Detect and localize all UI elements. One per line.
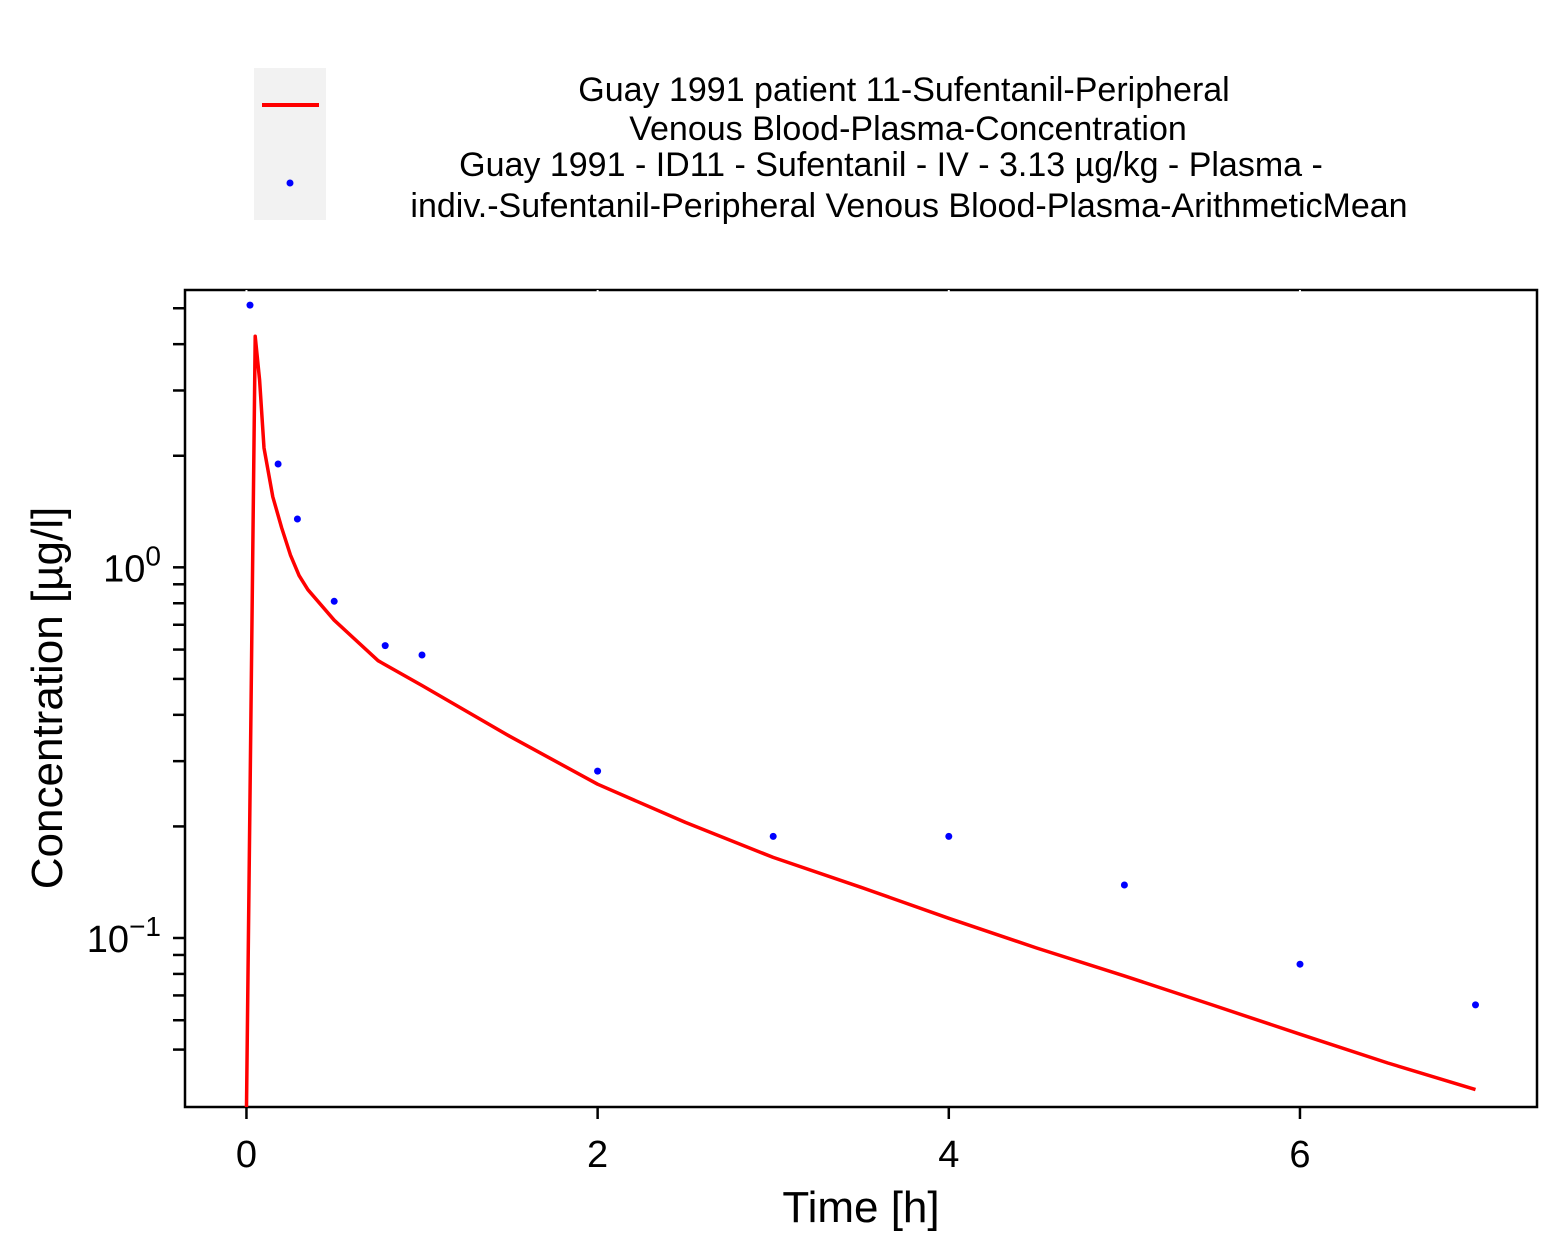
legend: Guay 1991 patient 11-Sufentanil-Peripher… <box>254 68 1408 225</box>
observed-data-point <box>594 767 602 775</box>
x-tick-label: 2 <box>587 1134 608 1176</box>
series-points <box>246 301 1479 1009</box>
y-tick-label: 10−1 <box>87 911 161 961</box>
legend-point-key <box>286 179 294 187</box>
y-tick-label: 100 <box>103 540 161 590</box>
legend-series-1-line-1: Guay 1991 patient 11-Sufentanil-Peripher… <box>578 71 1229 109</box>
x-axis-ticks: 0 2 4 6 <box>236 290 1311 1176</box>
observed-data-point <box>246 301 254 309</box>
y-axis-ticks: 10−1 100 <box>87 306 185 1051</box>
legend-series-2-line-2: indiv.-Sufentanil-Peripheral Venous Bloo… <box>410 187 1407 225</box>
legend-key-box <box>254 68 326 220</box>
observed-data-point <box>1296 960 1304 968</box>
observed-data-point <box>330 597 338 605</box>
observed-data-point <box>1472 1001 1479 1009</box>
observed-data-point <box>274 460 282 468</box>
observed-data-point <box>945 832 953 840</box>
x-tick-label: 6 <box>1289 1134 1310 1176</box>
observed-data-point <box>769 832 777 840</box>
series-line <box>244 334 1477 1108</box>
legend-series-1-line-2: Venous Blood-Plasma-Concentration <box>629 110 1187 148</box>
x-tick-label: 4 <box>938 1134 959 1176</box>
plot-border <box>183 288 1539 1109</box>
simulated-concentration-line <box>244 334 1477 1108</box>
legend-series-2-line-1: Guay 1991 - ID11 - Sufentanil - IV - 3.1… <box>459 146 1323 184</box>
plot-area: 10−1 100 0 2 4 6 <box>87 288 1539 1176</box>
y-axis-title: Concentration [µg/l] <box>23 507 72 889</box>
x-axis-title: Time [h] <box>782 1183 939 1232</box>
observed-data-point <box>1120 881 1128 889</box>
observed-data-point <box>293 515 301 523</box>
x-tick-label: 0 <box>236 1134 257 1176</box>
observed-data-point <box>381 642 389 650</box>
observed-data-point <box>418 651 426 659</box>
